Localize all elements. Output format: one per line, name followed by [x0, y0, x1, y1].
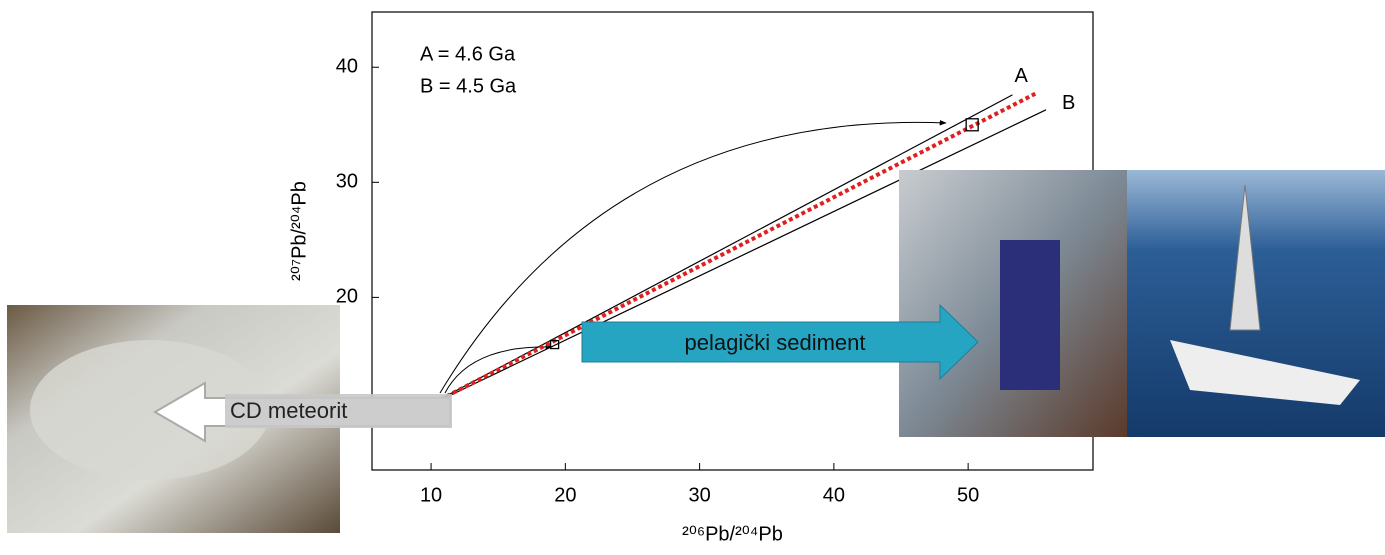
plot-area: 102030405010203040²⁰⁶Pb/²⁰⁴Pb²⁰⁷Pb/²⁰⁴Pb… [288, 11, 1094, 545]
x-tick-label: 40 [823, 484, 845, 506]
y-tick-label: 30 [336, 171, 358, 193]
photo-detail [30, 340, 270, 480]
x-tick-label: 10 [420, 484, 442, 506]
callout-label: CD meteorit [230, 398, 347, 423]
photo-detail [1229, 184, 1261, 331]
series-line [420, 91, 1037, 411]
y-axis-label: ²⁰⁷Pb/²⁰⁴Pb [288, 181, 310, 281]
series-line [421, 94, 1013, 410]
series-line [421, 109, 1047, 410]
arrow [444, 344, 553, 394]
x-tick-label: 20 [554, 484, 576, 506]
x-tick-label: 30 [688, 484, 710, 506]
series-label: B [1062, 92, 1075, 114]
marker [549, 339, 560, 350]
overlay: CD meteorit pelagički sediment [7, 170, 1385, 533]
y-tick-label: 40 [336, 56, 358, 78]
photo-detail [1000, 240, 1060, 390]
series-label: A [1014, 65, 1028, 87]
annotation: B = 4.5 Ga [420, 75, 517, 97]
callout-label: pelagički sediment [685, 330, 866, 355]
annotation: A = 4.6 Ga [420, 43, 516, 65]
callout-box [225, 394, 452, 428]
x-tick-label: 50 [957, 484, 979, 506]
callout-arrow [581, 303, 979, 381]
photo-detail [1170, 340, 1360, 405]
arrow [439, 119, 947, 394]
marker [965, 118, 979, 132]
x-axis-label: ²⁰⁶Pb/²⁰⁴Pb [682, 523, 783, 545]
y-tick-label: 20 [336, 286, 358, 308]
